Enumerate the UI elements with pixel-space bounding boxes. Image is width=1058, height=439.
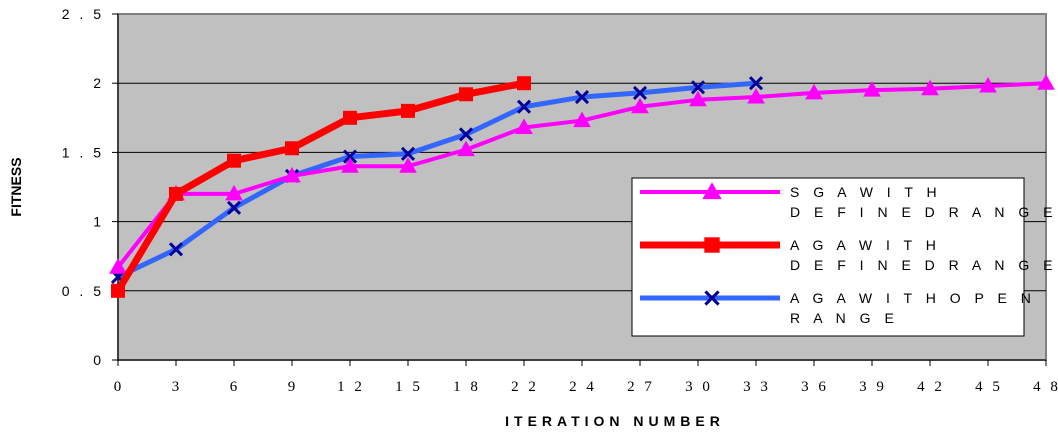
marker-x [458,127,474,142]
legend-box [631,177,1025,337]
series-line-2 [114,79,525,293]
marker-triangle [109,258,127,274]
x-tick-label: 3 6 [801,379,829,395]
marker-triangle [921,79,939,96]
marker-triangle [702,182,722,200]
legend-label: R A N G E [790,310,899,326]
x-tick-label: 1 2 [337,379,365,395]
x-tick-label: 9 [288,379,299,395]
x-tick-label: 3 3 [743,379,771,395]
x-tick-label: 4 5 [975,379,1003,395]
marker-x [704,290,720,306]
marker-triangle [573,111,591,128]
legend-label: S G A W I T H [790,184,942,200]
marker-square [111,283,125,298]
marker-triangle [805,83,823,100]
x-tick-label: 4 8 [1033,379,1058,395]
marker-x [690,80,706,95]
marker-square [517,76,531,91]
series-line-3 [116,80,757,280]
marker-x [226,200,242,215]
marker-triangle [225,184,243,201]
x-tick-label: 2 7 [627,379,655,395]
x-tick-label: 6 [230,379,241,395]
marker-square [343,110,357,125]
marker-triangle [341,157,359,173]
x-tick-label: 2 2 [511,379,539,395]
x-tick-label: 3 [172,379,183,395]
x-tick-label: 1 5 [395,379,423,395]
marker-square [227,153,241,168]
x-tick-label: 0 [114,379,125,395]
marker-x [342,149,358,164]
marker-triangle [631,97,649,114]
y-tick-labels: 0 0 . 5 1 1 . 5 2 2 . 5 [62,6,104,368]
y-tick-label: 0 [93,352,104,368]
marker-x [516,99,532,114]
legend: S G A W I T H D E F I N E D R A N G E A G … [631,177,1057,337]
marker-square [401,103,415,118]
marker-x [400,146,416,161]
x-tick-label: 4 2 [917,379,945,395]
marker-square [459,87,473,102]
marker-x [168,242,184,257]
marker-triangle [1037,74,1055,90]
marker-x [632,85,648,100]
marker-square [169,186,183,201]
x-tick-labels: 0 3 6 9 1 2 1 5 1 8 2 2 2 4 2 7 3 0 3 3 3 6 3 9 4 2 4 5… [114,379,1058,395]
series-group [109,74,1055,298]
axes [112,13,1047,366]
y-tick-label: 2 [93,75,104,91]
marker-x [748,76,764,91]
legend-label: A G A W I T H O P E N [790,290,1036,306]
marker-triangle [515,118,533,134]
y-tick-label: 0 . 5 [62,283,104,299]
marker-triangle [283,166,301,183]
x-tick-label: 1 8 [453,379,481,395]
x-tick-label: 3 9 [859,379,887,395]
marker-triangle [979,76,997,93]
y-tick-label: 2 . 5 [62,6,104,22]
x-tick-label: 2 4 [569,379,597,395]
y-tick-label: 1 [93,214,104,230]
legend-label: D E F I N E D R A N G E [790,204,1057,220]
legend-label: D E F I N E D R A N G E [790,257,1057,273]
marker-triangle [747,88,765,104]
y-axis-title: FITNESS [8,157,24,216]
marker-triangle [863,81,881,97]
x-tick-label: 3 0 [685,379,713,395]
marker-triangle [457,140,475,157]
legend-label: A G A W I T H [790,237,941,253]
y-tick-label: 1 . 5 [62,144,104,160]
marker-x [574,89,590,105]
x-axis-title: ITERATION NUMBER [505,413,725,429]
marker-square [704,237,720,253]
marker-triangle [399,157,417,173]
marker-triangle [689,90,707,107]
marker-square [285,141,299,156]
